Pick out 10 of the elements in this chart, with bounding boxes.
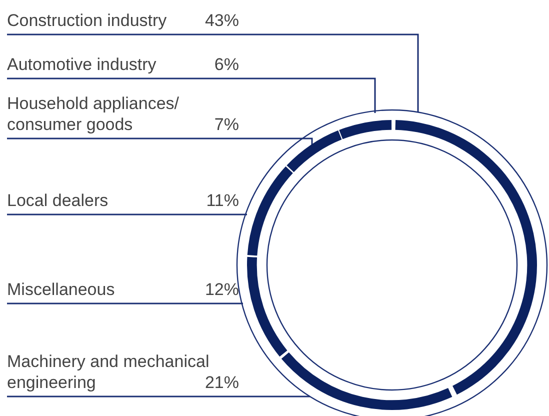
data-label: 7% xyxy=(214,114,239,135)
data-label: 12% xyxy=(204,279,239,300)
slice-label: Automotive industry xyxy=(7,55,156,74)
slice-label: Construction industry xyxy=(7,11,167,30)
slice-label: Local dealers xyxy=(7,191,108,210)
slice-label: Miscellaneous xyxy=(7,280,115,299)
data-label: 6% xyxy=(214,54,239,75)
data-label: 43% xyxy=(204,10,239,31)
slice-label: Household appliances/ consumer goods xyxy=(7,94,180,134)
data-label: 11% xyxy=(206,190,239,211)
